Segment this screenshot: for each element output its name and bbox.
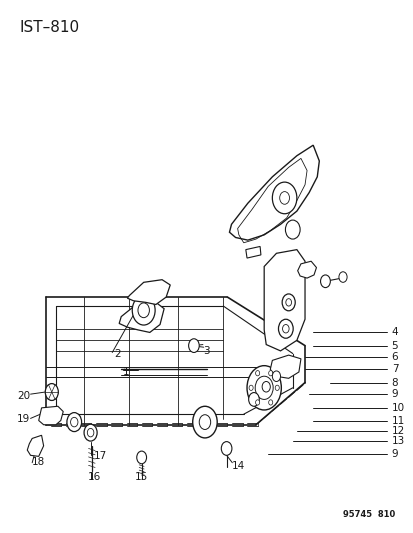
Text: 7: 7 bbox=[391, 365, 397, 374]
Circle shape bbox=[45, 384, 58, 400]
Text: 10: 10 bbox=[391, 403, 404, 413]
Circle shape bbox=[87, 429, 94, 437]
Circle shape bbox=[279, 191, 289, 204]
Circle shape bbox=[70, 417, 78, 427]
Circle shape bbox=[188, 339, 199, 352]
Circle shape bbox=[272, 371, 280, 382]
Polygon shape bbox=[270, 355, 300, 378]
Text: 9: 9 bbox=[391, 449, 397, 459]
Circle shape bbox=[249, 385, 252, 391]
Text: 4: 4 bbox=[391, 327, 397, 337]
Circle shape bbox=[338, 272, 346, 282]
Text: 13: 13 bbox=[391, 435, 404, 446]
Circle shape bbox=[221, 442, 231, 455]
Text: 11: 11 bbox=[391, 416, 404, 425]
Circle shape bbox=[261, 382, 270, 392]
Text: 12: 12 bbox=[391, 426, 404, 436]
Circle shape bbox=[275, 385, 279, 391]
Circle shape bbox=[320, 275, 330, 288]
Circle shape bbox=[255, 370, 259, 376]
Text: 20: 20 bbox=[17, 391, 31, 401]
Text: 9: 9 bbox=[391, 389, 397, 399]
Circle shape bbox=[67, 413, 81, 432]
Circle shape bbox=[132, 295, 155, 325]
Circle shape bbox=[268, 370, 272, 376]
Circle shape bbox=[247, 366, 281, 410]
Circle shape bbox=[285, 298, 291, 306]
Polygon shape bbox=[127, 280, 170, 304]
Circle shape bbox=[248, 393, 259, 406]
Circle shape bbox=[278, 319, 292, 338]
Circle shape bbox=[285, 220, 299, 239]
Text: 6: 6 bbox=[391, 352, 397, 362]
Text: 19: 19 bbox=[17, 415, 31, 424]
Text: IST–810: IST–810 bbox=[19, 20, 79, 35]
Text: 1: 1 bbox=[123, 367, 129, 377]
Polygon shape bbox=[245, 246, 260, 258]
Circle shape bbox=[282, 325, 288, 333]
Circle shape bbox=[84, 424, 97, 441]
Polygon shape bbox=[229, 145, 318, 240]
Text: 8: 8 bbox=[391, 377, 397, 387]
Text: 14: 14 bbox=[231, 461, 244, 471]
Text: 15: 15 bbox=[135, 472, 148, 482]
Polygon shape bbox=[297, 261, 316, 278]
Text: 16: 16 bbox=[88, 472, 101, 482]
Text: 95745  810: 95745 810 bbox=[342, 510, 394, 519]
Polygon shape bbox=[39, 406, 63, 425]
Polygon shape bbox=[119, 301, 164, 333]
Circle shape bbox=[199, 415, 210, 430]
Text: 3: 3 bbox=[202, 346, 209, 356]
Circle shape bbox=[268, 400, 272, 405]
Circle shape bbox=[138, 303, 149, 318]
Circle shape bbox=[255, 400, 259, 405]
Circle shape bbox=[272, 182, 296, 214]
Text: 2: 2 bbox=[114, 349, 121, 359]
Polygon shape bbox=[27, 435, 43, 456]
Circle shape bbox=[136, 451, 146, 464]
Circle shape bbox=[192, 406, 217, 438]
Text: 5: 5 bbox=[391, 341, 397, 351]
Text: 17: 17 bbox=[94, 451, 107, 462]
Text: 18: 18 bbox=[32, 457, 45, 467]
Circle shape bbox=[282, 294, 294, 311]
Polygon shape bbox=[263, 249, 304, 351]
Circle shape bbox=[254, 376, 273, 399]
